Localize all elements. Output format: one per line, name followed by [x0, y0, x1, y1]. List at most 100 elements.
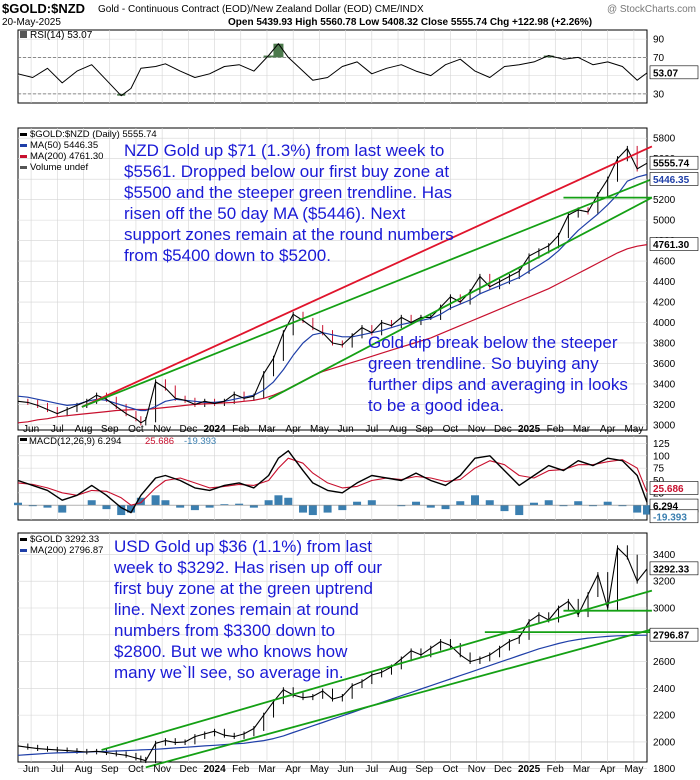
macd-histogram-bar	[284, 497, 293, 506]
macd-line	[17, 450, 648, 514]
macd-histogram-bar	[220, 504, 229, 506]
x-axis-label-bottom: Apr	[285, 764, 301, 775]
nzd-trendline-green	[268, 196, 653, 401]
nzd-panel-y-tick-label: 3600	[653, 359, 676, 370]
macd-histogram-bar	[264, 500, 273, 506]
usd-panel-y-tick-label: 2000	[653, 737, 676, 748]
macd-histogram-bar	[618, 505, 627, 507]
rsi-overbought-fill	[273, 43, 284, 58]
usd-legend-label-1: MA(200) 2796.87	[30, 545, 103, 556]
usd-trendline-green	[145, 628, 653, 769]
x-axis-label-bottom: Jun	[23, 764, 39, 775]
nzd-legend-swatch-3	[20, 166, 27, 169]
rsi-legend-swatch	[20, 31, 27, 38]
x-axis-label-bottom: May	[624, 764, 643, 775]
nzd-ma200-line	[17, 244, 648, 424]
rsi-panel-frame	[17, 29, 648, 104]
rsi-oversold-fill	[117, 93, 126, 96]
nzd-panel-y-tick-label: 4400	[653, 277, 676, 288]
macd-histogram-bar	[643, 505, 651, 515]
rsi-panel-y-tick-label: 30	[653, 89, 665, 100]
nzd-panel-y-tick-label: 4200	[653, 298, 676, 309]
usd-panel-y-tick-label: 3200	[653, 577, 676, 588]
nzd-ma200-tag: 4761.30	[653, 240, 690, 251]
x-axis-label-top: Nov	[153, 424, 171, 435]
x-axis-label-top: Feb	[232, 424, 250, 435]
macd-histogram-bar	[367, 500, 376, 506]
rsi-last-value: 53.07	[653, 68, 678, 79]
x-axis-label-bottom: Nov	[468, 764, 486, 775]
chart-description: Gold - Continuous Contract (EOD)/New Zea…	[98, 4, 424, 15]
nzd-ma200-tag-box	[649, 237, 699, 251]
nzd-trendline-green	[81, 178, 653, 408]
macd-histogram-bar	[353, 501, 362, 506]
x-axis-label-bottom: Dec	[494, 764, 512, 775]
macd-histogram-bar	[323, 505, 332, 513]
macd-histogram-bar	[136, 497, 145, 506]
macd-histogram-bar	[127, 505, 136, 513]
x-axis-label-top: Dec	[179, 424, 197, 435]
macd-histogram-bar	[102, 505, 111, 510]
x-axis-label-top: Oct	[443, 424, 459, 435]
rsi-last-value-box	[649, 65, 699, 80]
usd-legend-swatch-0	[20, 538, 27, 541]
macd-histogram-bar	[249, 505, 258, 508]
macd-panel-y-tick-label: 125	[653, 439, 670, 450]
macd-histogram-bar	[633, 505, 642, 513]
macd-histogram-bar	[397, 505, 406, 507]
x-axis-label-top: Jun	[23, 424, 39, 435]
macd-panel-frame	[17, 435, 648, 521]
nzd-legend-label-1: MA(50) 5446.35	[30, 140, 98, 151]
macd-histogram-bar	[426, 505, 435, 508]
macd-histogram-bar	[28, 505, 37, 507]
macd-hist-tag: -19.393	[653, 512, 687, 523]
x-axis-label-top: Mar	[258, 424, 276, 435]
x-axis-label-top: Nov	[468, 424, 486, 435]
x-axis-label-bottom: Feb	[547, 764, 565, 775]
x-axis-label-top: Jun	[338, 424, 354, 435]
chart-date: 20-May-2025	[2, 17, 61, 28]
rsi-line	[17, 43, 648, 97]
macd-histogram-bar	[151, 495, 160, 506]
macd-histogram-bar	[308, 505, 317, 516]
rsi-panel-y-tick-label: 90	[653, 35, 665, 46]
macd-histogram-bar	[14, 502, 22, 506]
macd-histogram-bar	[515, 505, 524, 516]
macd-histogram-bar	[588, 505, 597, 507]
x-axis-label-top: Dec	[494, 424, 512, 435]
x-axis-label-bottom: Dec	[179, 764, 197, 775]
x-axis-label-bottom: Sep	[415, 764, 433, 775]
x-axis-label-bottom: Apr	[600, 764, 616, 775]
x-axis-label-bottom: 2025	[518, 764, 541, 775]
x-axis-label-top: Apr	[285, 424, 301, 435]
x-axis-label-bottom: Jul	[365, 764, 378, 775]
usd-panel-y-tick-label: 3000	[653, 603, 676, 614]
nzd-ma50-tag: 5446.35	[653, 175, 690, 186]
usd-panel-y-tick-label: 2200	[653, 711, 676, 722]
nzd-legend-swatch-2	[20, 155, 27, 158]
usd-ma200-line	[17, 634, 648, 756]
macd-signal-tag: 25.686	[653, 484, 684, 495]
nzd-legend-swatch-1	[20, 144, 27, 147]
macd-histogram-bar	[603, 501, 612, 506]
usd-price-tag: 3292.33	[653, 564, 690, 575]
x-axis-label-bottom: Jul	[51, 764, 64, 775]
macd-histogram-bar	[176, 505, 185, 508]
macd-panel-y-tick-label: 75	[653, 464, 665, 475]
nzd-panel-y-tick-label: 4000	[653, 318, 676, 329]
macd-histogram-bar	[87, 500, 96, 506]
nzd-panel-y-tick-label: 5200	[653, 195, 676, 206]
macd-legend-label-1: 25.686	[145, 436, 174, 447]
x-axis-label-bottom: Nov	[153, 764, 171, 775]
x-axis-label-bottom: Sep	[101, 764, 119, 775]
nzd-dip-annotation: Gold dip break below the steeper green t…	[368, 333, 628, 415]
x-axis-label-top: 2024	[203, 424, 226, 435]
nzd-panel-y-tick-label: 3400	[653, 379, 676, 390]
x-axis-label-top: Feb	[547, 424, 565, 435]
macd-histogram-bar	[441, 505, 450, 510]
x-axis-label-bottom: Oct	[128, 764, 144, 775]
macd-histogram-bar	[574, 501, 583, 506]
x-axis-label-bottom: 2024	[203, 764, 226, 775]
usd-annotation: USD Gold up $36 (1.1%) from last week to…	[114, 537, 383, 682]
usd-price-tag-box	[649, 561, 699, 576]
